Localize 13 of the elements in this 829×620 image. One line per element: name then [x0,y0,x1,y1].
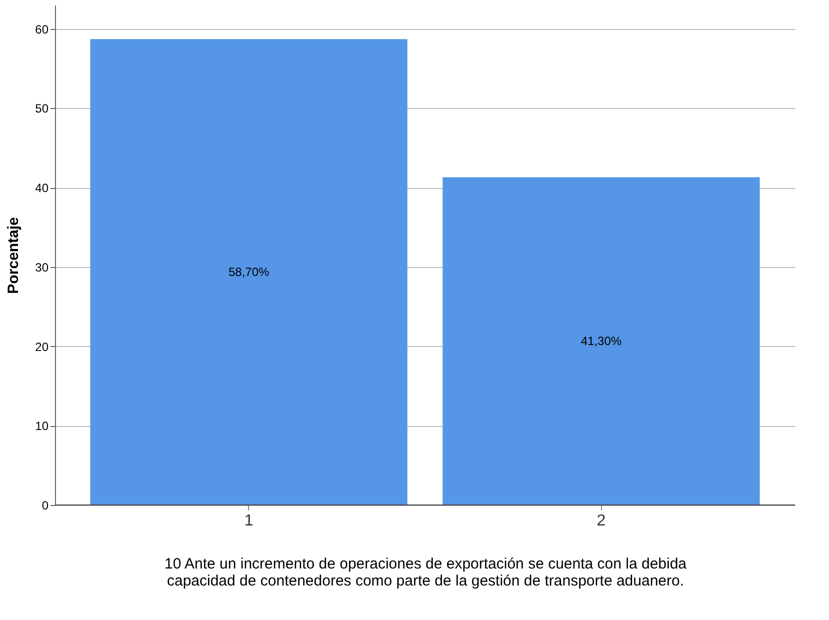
x-tick-label: 1 [244,512,254,530]
y-tick-label: 60 [35,22,49,36]
data-label: 41,30% [580,334,622,348]
y-tick-label: 0 [42,498,49,512]
y-axis-title: Porcentaje [5,217,22,294]
y-tick-label: 40 [35,181,49,196]
x-tick-label: 2 [596,512,606,530]
y-tick-label: 10 [35,419,49,434]
y-tick-label: 20 [35,340,49,354]
y-tick-label: 50 [35,102,49,116]
data-label: 58,70% [228,265,270,280]
x-axis-title: 10 Ante un incremento de operaciones de exportación se cuenta con la debida capacidad de contenedores como parte de la gestión de transporte aduanero. [164,556,688,590]
y-tick-label: 30 [35,260,49,274]
